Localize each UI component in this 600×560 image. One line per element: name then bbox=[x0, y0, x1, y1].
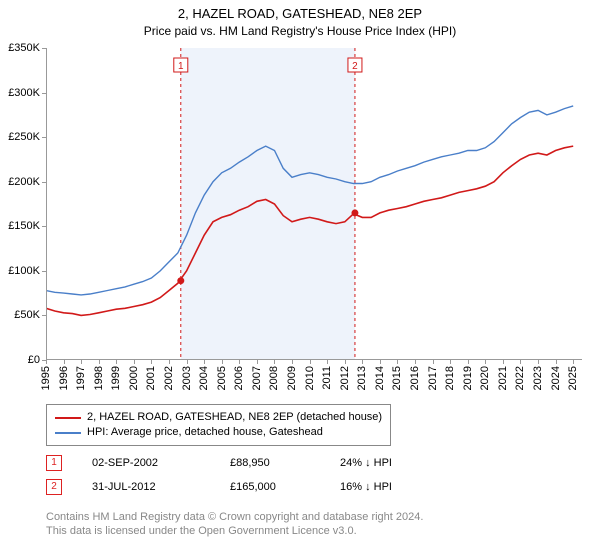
marker-number-box: 2 bbox=[46, 479, 62, 495]
legend-item-price-paid: 2, HAZEL ROAD, GATESHEAD, NE8 2EP (detac… bbox=[55, 410, 382, 425]
legend: 2, HAZEL ROAD, GATESHEAD, NE8 2EP (detac… bbox=[46, 404, 391, 446]
legend-swatch bbox=[55, 417, 81, 419]
marker-price: £88,950 bbox=[230, 457, 270, 469]
footer-line-2: This data is licensed under the Open Gov… bbox=[46, 524, 423, 538]
marker-date: 02-SEP-2002 bbox=[92, 457, 158, 469]
plot-axes-border bbox=[46, 48, 582, 360]
legend-swatch bbox=[55, 432, 81, 434]
marker-row: 2 31-JUL-2012 £165,000 16% ↓ HPI bbox=[0, 478, 600, 496]
marker-number-box: 1 bbox=[46, 455, 62, 471]
footer-line-1: Contains HM Land Registry data © Crown c… bbox=[46, 510, 423, 524]
marker-delta: 24% ↓ HPI bbox=[340, 457, 392, 469]
legend-label: 2, HAZEL ROAD, GATESHEAD, NE8 2EP (detac… bbox=[87, 410, 382, 425]
marker-delta: 16% ↓ HPI bbox=[340, 481, 392, 493]
marker-row: 1 02-SEP-2002 £88,950 24% ↓ HPI bbox=[0, 454, 600, 472]
legend-label: HPI: Average price, detached house, Gate… bbox=[87, 425, 323, 440]
legend-item-hpi: HPI: Average price, detached house, Gate… bbox=[55, 425, 382, 440]
marker-date: 31-JUL-2012 bbox=[92, 481, 156, 493]
marker-price: £165,000 bbox=[230, 481, 276, 493]
footer: Contains HM Land Registry data © Crown c… bbox=[46, 510, 423, 538]
chart-container: { "title": "2, HAZEL ROAD, GATESHEAD, NE… bbox=[0, 0, 600, 560]
